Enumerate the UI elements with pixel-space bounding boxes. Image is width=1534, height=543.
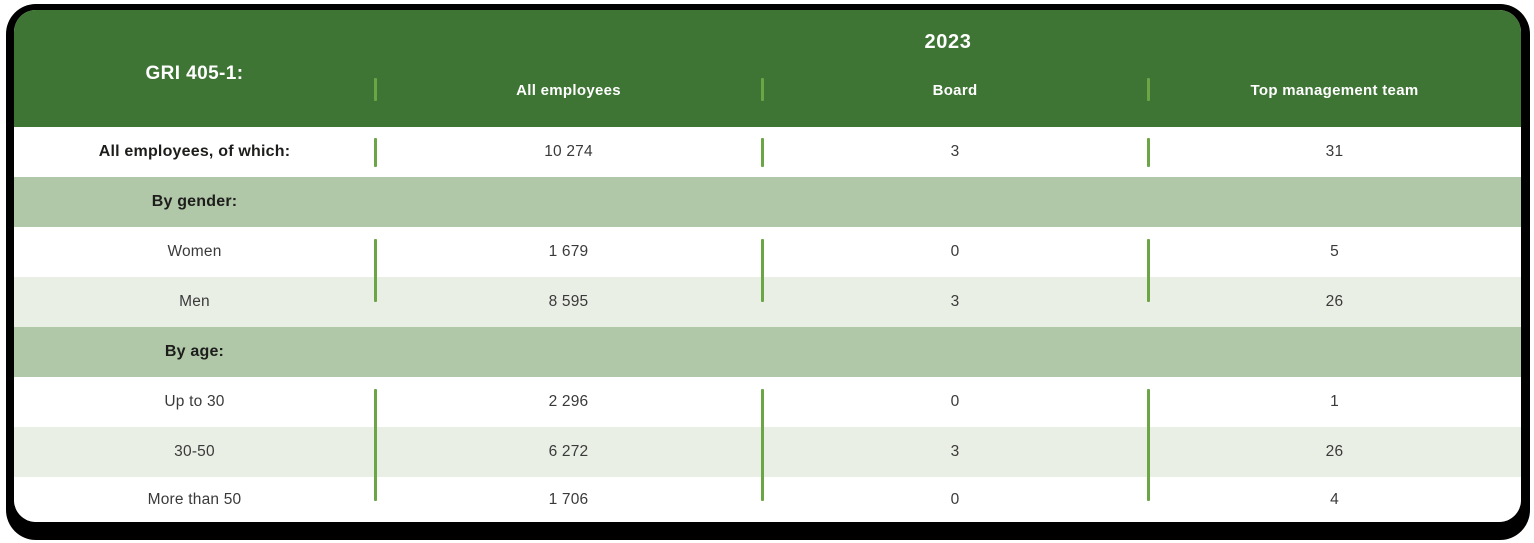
table-row-up-to-30: Up to 30 2 296 0 1: [14, 377, 1521, 427]
year-heading: 2023: [924, 31, 972, 53]
cell-top-management: 26: [1325, 293, 1344, 310]
cell-all-employees: 10 274: [544, 143, 593, 160]
column-divider: [1147, 239, 1150, 302]
cell-all-employees: 6 272: [548, 443, 589, 460]
cell-top-management: 31: [1325, 143, 1344, 160]
cell-board: 3: [950, 443, 960, 460]
column-header-all-employees: All employees: [516, 82, 621, 99]
column-divider: [374, 78, 377, 101]
column-header-top-management-team: Top management team: [1250, 82, 1419, 99]
row-label: More than 50: [147, 490, 242, 508]
cell-board: 3: [950, 293, 960, 310]
cell-board: 0: [950, 243, 960, 260]
column-divider: [1147, 138, 1150, 167]
section-row-by-age: By age:: [14, 327, 1521, 377]
row-label: Men: [179, 293, 210, 310]
section-row-by-gender: By gender:: [14, 177, 1521, 227]
cell-board: 0: [950, 490, 960, 508]
table-row-women: Women 1 679 0 5: [14, 227, 1521, 277]
column-divider: [761, 138, 764, 167]
row-label: Women: [167, 243, 222, 260]
table-row-30-50: 30-50 6 272 3 26: [14, 427, 1521, 477]
row-label: Up to 30: [164, 393, 225, 410]
gri-code-label: GRI 405-1:: [145, 63, 244, 84]
table-row-more-than-50: More than 50 1 706 0 4: [14, 477, 1521, 522]
cell-top-management: 4: [1330, 490, 1339, 508]
cell-all-employees: 8 595: [548, 293, 589, 310]
gri-405-1-table-card: 2023 GRI 405-1: All employees Board Top …: [14, 10, 1521, 522]
row-label: 30-50: [174, 443, 215, 460]
cell-board: 3: [950, 143, 960, 160]
section-label: By gender:: [151, 193, 238, 210]
column-headers: All employees Board Top management team: [375, 82, 1521, 99]
table-header: 2023 GRI 405-1: All employees Board Top …: [14, 10, 1521, 127]
column-divider: [1147, 78, 1150, 101]
column-divider: [374, 389, 377, 501]
cell-top-management: 1: [1330, 393, 1339, 410]
cell-all-employees: 1 706: [548, 490, 589, 508]
column-divider: [1147, 389, 1150, 501]
cell-all-employees: 1 679: [548, 243, 589, 260]
cell-top-management: 5: [1330, 243, 1339, 260]
table-row-men: Men 8 595 3 26: [14, 277, 1521, 327]
table-row-all-employees-total: All employees, of which: 10 274 3 31: [14, 127, 1521, 177]
row-label: All employees, of which:: [98, 143, 291, 160]
column-divider: [374, 239, 377, 302]
cell-all-employees: 2 296: [548, 393, 589, 410]
cell-board: 0: [950, 393, 960, 410]
column-header-board: Board: [932, 82, 978, 99]
column-divider: [761, 78, 764, 101]
column-divider: [761, 389, 764, 501]
column-divider: [761, 239, 764, 302]
cell-top-management: 26: [1325, 443, 1344, 460]
column-divider: [374, 138, 377, 167]
section-label: By age:: [164, 343, 225, 360]
